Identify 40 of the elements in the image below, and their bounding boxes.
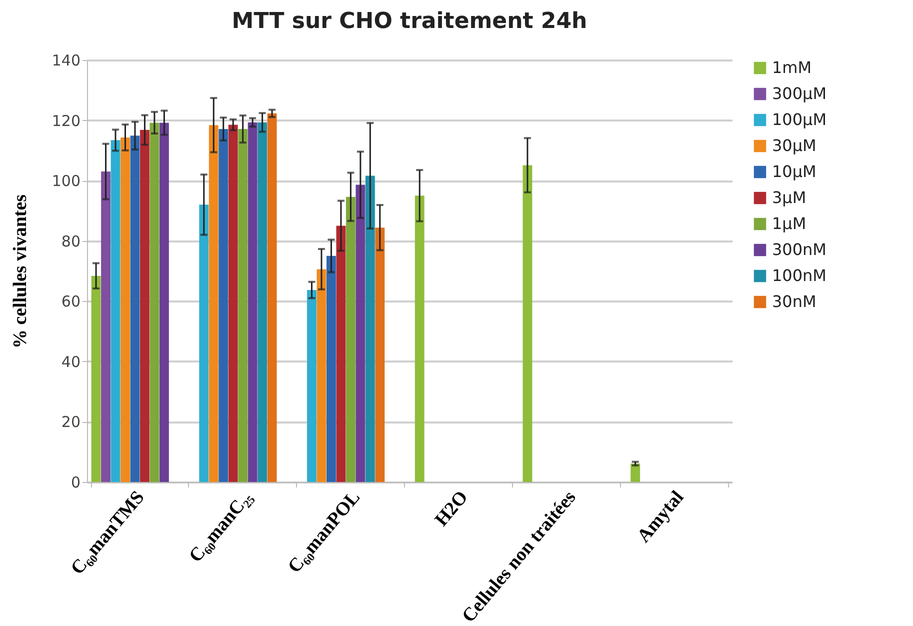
bar bbox=[228, 124, 238, 482]
legend-label: 1µM bbox=[772, 214, 806, 233]
bar bbox=[91, 276, 101, 482]
bar bbox=[248, 122, 258, 482]
bar bbox=[307, 290, 316, 482]
legend-label: 30nM bbox=[772, 292, 816, 311]
y-tick-label: 80 bbox=[61, 232, 80, 250]
legend-label: 300nM bbox=[772, 240, 826, 259]
legend-label: 100µM bbox=[772, 110, 827, 129]
bar bbox=[316, 269, 326, 482]
bar bbox=[208, 125, 218, 482]
bar bbox=[414, 196, 424, 482]
y-tick-label: 120 bbox=[52, 112, 80, 130]
bar bbox=[258, 122, 268, 482]
y-tick-label: 0 bbox=[70, 474, 80, 492]
legend-label: 1mM bbox=[772, 58, 812, 77]
legend-label: 100nM bbox=[772, 266, 826, 285]
legend-label: 3µM bbox=[772, 188, 806, 207]
y-tick-label: 20 bbox=[61, 413, 80, 432]
bar bbox=[522, 165, 532, 482]
y-tick-label: 40 bbox=[61, 352, 80, 371]
legend-label: 300µM bbox=[772, 84, 827, 103]
y-tick-label: 140 bbox=[52, 52, 80, 70]
bar bbox=[238, 129, 248, 482]
legend-label: 30µM bbox=[772, 136, 816, 155]
legend-label: 10µM bbox=[772, 162, 816, 181]
chart-title: MTT sur CHO traitement 24h bbox=[232, 9, 588, 34]
bar bbox=[365, 176, 375, 482]
y-axis-title: % cellules vivantes bbox=[10, 194, 31, 349]
y-tick-label: 100 bbox=[52, 172, 80, 190]
bar bbox=[346, 196, 356, 482]
bar bbox=[199, 204, 209, 482]
bar bbox=[356, 184, 366, 482]
bar bbox=[267, 113, 277, 482]
bar bbox=[375, 228, 385, 482]
bar bbox=[336, 226, 346, 482]
bar bbox=[326, 256, 336, 482]
y-tick-label: 60 bbox=[61, 292, 80, 311]
bar bbox=[218, 129, 228, 482]
bar bbox=[101, 172, 110, 482]
